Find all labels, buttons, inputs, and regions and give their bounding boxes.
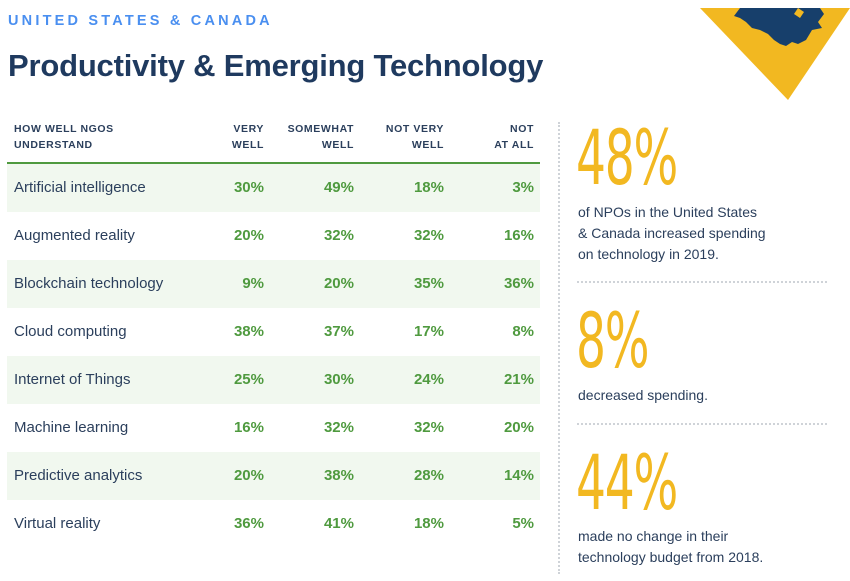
column-header-not-very-well: NOT VERY WELL — [385, 123, 444, 151]
table-row: Virtual reality 36% 41% 18% 5% — [7, 500, 540, 548]
stat-decreased-description: decreased spending. — [578, 387, 708, 403]
stat-divider — [577, 423, 827, 425]
value-very-well: 25% — [233, 371, 264, 388]
value-not-at-all: 36% — [503, 275, 534, 292]
value-not-at-all: 14% — [503, 467, 534, 484]
north-america-map-icon — [700, 8, 850, 100]
value-somewhat-well: 32% — [323, 419, 354, 436]
value-very-well: 16% — [233, 419, 264, 436]
stat-increased-value: 48% — [576, 113, 678, 202]
value-very-well: 30% — [233, 179, 264, 196]
stat-decreased-value: 8% — [576, 296, 650, 385]
value-somewhat-well: 41% — [323, 515, 354, 532]
stat-no-change-description: made no change in their technology budge… — [578, 528, 764, 565]
stat-increased-description: of NPOs in the United States & Canada in… — [578, 204, 766, 262]
row-label: Artificial intelligence — [14, 179, 146, 196]
value-not-at-all: 8% — [512, 323, 534, 340]
value-somewhat-well: 32% — [323, 227, 354, 244]
table-row: Augmented reality 20% 32% 32% 16% — [7, 212, 540, 260]
value-somewhat-well: 20% — [323, 275, 354, 292]
value-not-very-well: 32% — [413, 419, 444, 436]
value-not-at-all: 16% — [503, 227, 534, 244]
row-label: Internet of Things — [14, 371, 131, 388]
value-not-at-all: 20% — [503, 419, 534, 436]
stat-divider — [577, 281, 827, 283]
value-not-very-well: 35% — [413, 275, 444, 292]
value-very-well: 36% — [233, 515, 264, 532]
stat-no-change-value: 44% — [576, 438, 678, 527]
value-very-well: 9% — [242, 275, 264, 292]
value-not-very-well: 17% — [413, 323, 444, 340]
column-header-somewhat-well: SOMEWHAT WELL — [287, 123, 354, 151]
table-header: HOW WELL NGOs UNDERSTAND VERY WELL SOMEW… — [7, 118, 540, 164]
value-very-well: 20% — [233, 467, 264, 484]
value-not-very-well: 24% — [413, 371, 444, 388]
table-row: Internet of Things 25% 30% 24% 21% — [7, 356, 540, 404]
row-label: Blockchain technology — [14, 275, 164, 292]
column-header-not-at-all: NOT AT ALL — [494, 123, 534, 151]
value-very-well: 20% — [233, 227, 264, 244]
row-label: Machine learning — [14, 419, 129, 436]
value-not-at-all: 5% — [512, 515, 534, 532]
column-header-technology: HOW WELL NGOs UNDERSTAND — [14, 123, 114, 151]
table-row: Blockchain technology 9% 20% 35% 36% — [7, 260, 540, 308]
page-title: Productivity & Emerging Technology — [8, 48, 544, 83]
value-somewhat-well: 38% — [323, 467, 354, 484]
table-row: Artificial intelligence 30% 49% 18% 3% — [7, 164, 540, 212]
value-somewhat-well: 37% — [323, 323, 354, 340]
row-label: Predictive analytics — [14, 467, 143, 484]
table-row: Machine learning 16% 32% 32% 20% — [7, 404, 540, 452]
value-not-at-all: 21% — [503, 371, 534, 388]
understanding-table: HOW WELL NGOs UNDERSTAND VERY WELL SOMEW… — [7, 118, 540, 548]
table-row: Predictive analytics 20% 38% 28% 14% — [7, 452, 540, 500]
column-header-very-well: VERY WELL — [231, 123, 264, 151]
value-not-very-well: 18% — [413, 179, 444, 196]
row-label: Cloud computing — [14, 323, 127, 340]
value-not-very-well: 18% — [413, 515, 444, 532]
table-row: Cloud computing 38% 37% 17% 8% — [7, 308, 540, 356]
value-somewhat-well: 49% — [323, 179, 354, 196]
value-very-well: 38% — [233, 323, 264, 340]
value-not-very-well: 28% — [413, 467, 444, 484]
eyebrow-label: UNITED STATES & CANADA — [8, 13, 273, 29]
row-label: Virtual reality — [14, 515, 101, 532]
value-not-very-well: 32% — [413, 227, 444, 244]
value-not-at-all: 3% — [512, 179, 534, 196]
vertical-divider — [558, 122, 560, 574]
row-label: Augmented reality — [14, 227, 135, 244]
value-somewhat-well: 30% — [323, 371, 354, 388]
